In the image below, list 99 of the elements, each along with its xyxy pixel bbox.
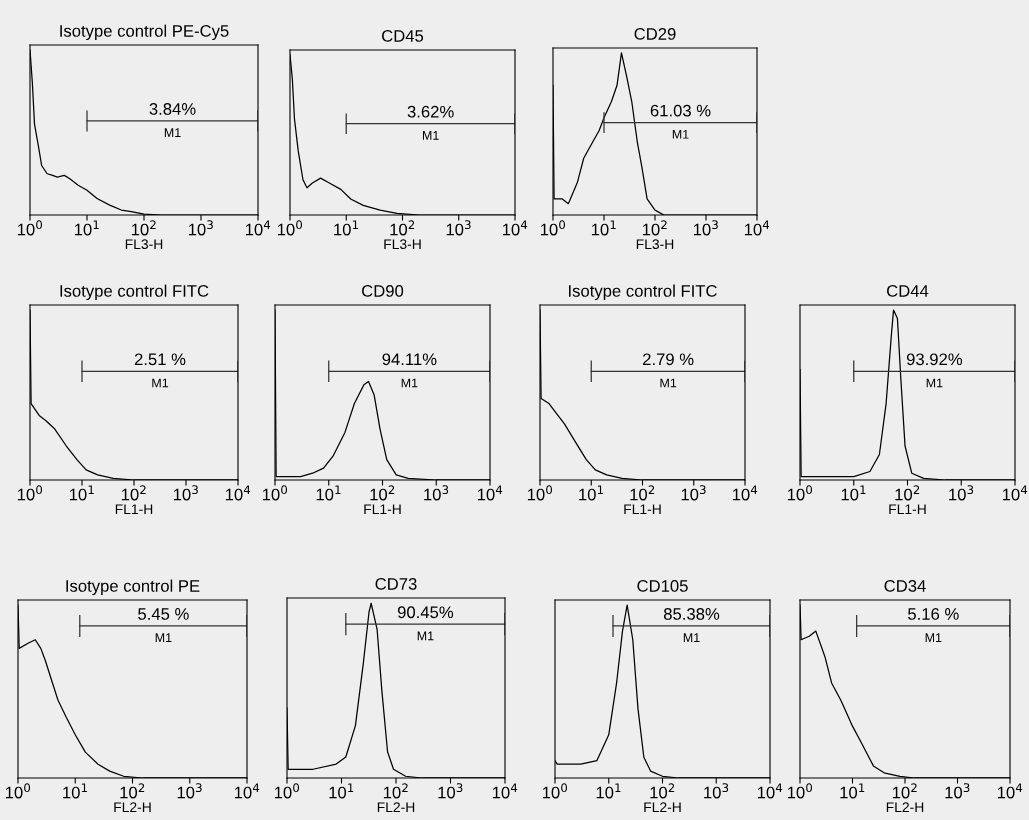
x-tick-label: 10$^{1}$: [334, 220, 358, 236]
x-tick-label: 10$^{0}$: [262, 485, 288, 501]
x-tick-label: 10$^{2}$: [642, 220, 667, 236]
series-label: M1: [164, 128, 181, 137]
x-axis-title: FL2-H: [644, 802, 681, 812]
series-label: M1: [672, 129, 689, 139]
x-tick-label: 10$^{3}$: [177, 783, 202, 799]
x-tick-label: 10$^{0}$: [540, 220, 566, 236]
x-tick-label: 10$^{0}$: [787, 485, 813, 501]
x-axis-title: FL3-H: [125, 239, 163, 250]
series-label: M1: [660, 378, 677, 388]
chart-title: CD73: [375, 578, 417, 590]
x-tick-label: 10$^{0}$: [542, 783, 568, 799]
x-tick-label: 10$^{0}$: [17, 485, 43, 501]
x-tick-label: 10$^{1}$: [591, 220, 616, 236]
x-tick-label: 10$^{4}$: [732, 485, 758, 501]
series-label: M1: [155, 633, 172, 642]
x-tick-label: 10$^{2}$: [120, 783, 145, 799]
x-tick-label: 10$^{1}$: [329, 783, 354, 799]
x-tick-label: 10$^{3}$: [424, 485, 449, 501]
x-tick-label: 10$^{0}$: [527, 485, 553, 501]
x-tick-label: 10$^{4}$: [502, 220, 528, 236]
series-label: M1: [417, 631, 434, 641]
annotation: 93.92%: [906, 353, 963, 366]
chart-title: Isotype control PE: [66, 579, 200, 596]
x-tick-label: 10$^{3}$: [945, 783, 970, 799]
x-tick-label: 10$^{2}$: [390, 220, 415, 236]
x-tick-label: 10$^{0}$: [274, 783, 300, 799]
x-axis-title: FL1-H: [364, 504, 401, 514]
annotation: 2.51 %: [134, 353, 186, 366]
x-axis-title: FL3-H: [384, 239, 421, 250]
series-label: M1: [422, 131, 439, 140]
x-tick-label: 10$^{1}$: [841, 485, 866, 501]
chart-title: CD90: [362, 285, 404, 297]
chart-title: Isotype control FITC: [569, 284, 717, 301]
x-tick-label: 10$^{4}$: [997, 783, 1023, 799]
series-label: M1: [683, 633, 700, 642]
annotation: 61.03 %: [650, 104, 711, 117]
x-tick-label: 10$^{3}$: [681, 485, 706, 501]
chart-title: CD45: [382, 30, 424, 42]
x-axis-title: FL1-H: [624, 504, 661, 514]
x-axis-title: FL2-H: [886, 802, 924, 812]
x-tick-label: 10$^{4}$: [245, 220, 271, 236]
x-tick-label: 10$^{2}$: [895, 485, 920, 501]
x-tick-label: 10$^{3}$: [188, 220, 213, 236]
x-tick-label: 10$^{0}$: [787, 783, 813, 799]
x-tick-label: 10$^{3}$: [693, 220, 718, 236]
annotation: 90.45%: [397, 606, 454, 619]
x-tick-label: 10$^{2}$: [121, 485, 146, 501]
series-label: M1: [925, 633, 942, 642]
x-tick-label: 10$^{3}$: [446, 220, 471, 236]
annotation: 5.45 %: [138, 608, 189, 620]
annotation: 85.38%: [663, 608, 720, 620]
chart-title: CD105: [637, 580, 688, 592]
x-tick-label: 10$^{2}$: [650, 783, 675, 799]
x-tick-label: 10$^{2}$: [383, 783, 408, 799]
x-tick-label: 10$^{4}$: [1002, 485, 1028, 501]
annotation: 3.84%: [149, 103, 196, 115]
chart-title: Isotype control FITC: [60, 284, 209, 301]
annotation: 3.62%: [407, 105, 454, 118]
x-tick-label: 10$^{4}$: [477, 485, 503, 501]
x-tick-label: 10$^{1}$: [69, 485, 94, 501]
chart-title: CD44: [887, 285, 929, 297]
x-tick-label: 10$^{0}$: [5, 783, 31, 799]
chart-title: Isotype control PE-Cy5: [60, 24, 229, 41]
x-tick-label: 10$^{1}$: [63, 783, 87, 799]
annotation: 94.11%: [382, 353, 437, 366]
x-axis-title: FL1-H: [889, 504, 926, 514]
x-tick-label: 10$^{3}$: [949, 485, 974, 501]
x-tick-label: 10$^{4}$: [757, 783, 783, 799]
x-tick-label: 10$^{4}$: [225, 485, 251, 501]
x-tick-label: 10$^{4}$: [234, 783, 260, 799]
series-label: M1: [401, 378, 418, 388]
x-axis-title: FL3-H: [636, 239, 674, 250]
chart-title: CD29: [634, 28, 676, 40]
x-tick-label: 10$^{3}$: [438, 783, 463, 799]
x-tick-label: 10$^{1}$: [596, 783, 621, 799]
x-tick-label: 10$^{1}$: [840, 783, 865, 799]
x-tick-label: 10$^{2}$: [370, 485, 395, 501]
x-tick-label: 10$^{1}$: [74, 220, 99, 236]
x-tick-label: 10$^{0}$: [277, 220, 303, 236]
series-label: M1: [926, 378, 943, 388]
x-tick-label: 10$^{2}$: [630, 485, 655, 501]
x-tick-label: 10$^{1}$: [316, 485, 341, 501]
chart-title: CD34: [884, 580, 926, 592]
x-tick-label: 10$^{4}$: [492, 783, 518, 799]
x-axis-title: FL2-H: [114, 802, 151, 812]
x-axis-title: FL2-H: [377, 802, 415, 812]
x-tick-label: 10$^{2}$: [131, 220, 156, 236]
x-axis-title: FL1-H: [115, 504, 153, 514]
series-label: M1: [152, 378, 169, 388]
annotation: 5.16 %: [908, 608, 959, 620]
x-tick-label: 10$^{2}$: [892, 783, 917, 799]
x-tick-label: 10$^{3}$: [173, 485, 198, 501]
x-tick-label: 10$^{4}$: [744, 220, 770, 236]
annotation: 2.79 %: [643, 353, 694, 366]
x-tick-label: 10$^{1}$: [579, 485, 603, 501]
x-tick-label: 10$^{0}$: [17, 220, 43, 236]
x-tick-label: 10$^{3}$: [704, 783, 729, 799]
